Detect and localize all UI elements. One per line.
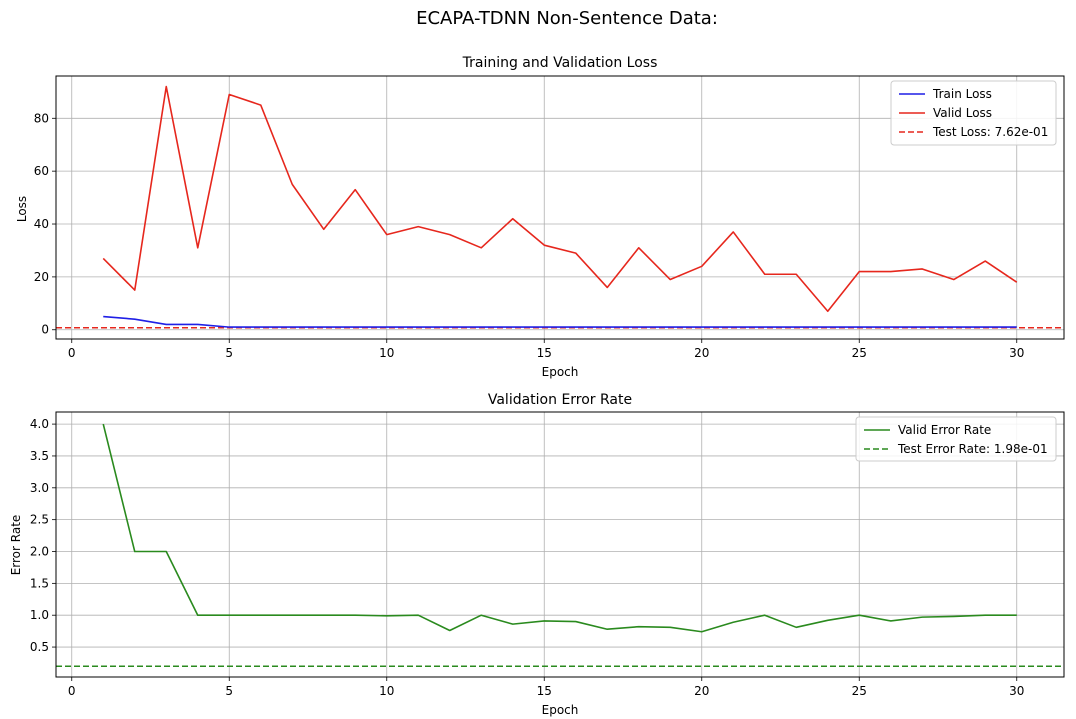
loss-chart-xlabel: Epoch (542, 365, 579, 379)
error-rate-ytick-label: 3.5 (30, 449, 49, 463)
error-rate-chart-ylabel: Error Rate (9, 515, 23, 576)
error-rate-xtick-label: 20 (694, 684, 709, 698)
error-rate-chart-title: Validation Error Rate (488, 392, 632, 408)
error-rate-legend-box (855, 416, 1057, 462)
error-rate-ytick-label: 1.0 (30, 608, 49, 622)
error-rate-ytick-label: 1.5 (30, 576, 49, 590)
loss-legend-label: Train Loss (932, 87, 992, 101)
loss-series-line (102, 85, 1018, 313)
loss-legend-label: Test Loss: 7.62e-01 (932, 125, 1048, 139)
loss-chart-ticks: 0 5 10 15 20 25 30 0 20 40 60 80 (34, 111, 1025, 360)
loss-ytick-label: 80 (34, 111, 49, 125)
error-rate-xtick-label: 15 (537, 684, 552, 698)
error-rate-ytick-label: 2.5 (30, 513, 49, 527)
loss-xtick-label: 15 (537, 346, 552, 360)
figure-suptitle: ECAPA-TDNN Non-Sentence Data: (416, 8, 718, 29)
loss-xtick-label: 0 (68, 346, 76, 360)
loss-chart-ylabel: Loss (15, 196, 29, 222)
loss-chart-plot-area (56, 85, 1064, 329)
error-rate-ytick-label: 2.0 (30, 545, 49, 559)
loss-legend-label: Valid Loss (933, 106, 992, 120)
loss-legend-box (890, 80, 1057, 146)
loss-series-line (103, 315, 1017, 328)
loss-xtick-label: 5 (225, 346, 233, 360)
error-rate-chart-legend: Valid Error Rate Test Error Rate: 1.98e-0… (855, 416, 1057, 462)
error-rate-xtick-label: 0 (68, 684, 76, 698)
error-rate-ytick-label: 3.0 (30, 481, 49, 495)
loss-xtick-label: 30 (1009, 346, 1024, 360)
error-rate-chart-ticks: 0 5 10 15 20 25 30 0.5 1.0 1.5 2.0 2.5 3.0 3.5 4.0 (30, 417, 1024, 698)
loss-ytick-label: 0 (41, 323, 49, 337)
error-rate-ytick-label: 4.0 (30, 417, 49, 431)
loss-ytick-label: 20 (34, 270, 49, 284)
loss-ytick-label: 60 (34, 164, 49, 178)
error-rate-xtick-label: 30 (1009, 684, 1024, 698)
error-rate-xtick-label: 25 (852, 684, 867, 698)
error-rate-chart-grid (56, 412, 1064, 677)
loss-chart: Training and Validation Loss Epoch Loss … (15, 55, 1065, 379)
error-rate-xtick-label: 5 (225, 684, 233, 698)
error-rate-xtick-label: 10 (379, 684, 394, 698)
loss-xtick-label: 20 (694, 346, 709, 360)
loss-xtick-label: 25 (852, 346, 867, 360)
loss-chart-legend: Train Loss Valid Loss Test Loss: 7.62e-01 (890, 80, 1057, 146)
error-rate-legend-label: Test Error Rate: 1.98e-01 (897, 442, 1048, 456)
error-rate-chart-plot-area (56, 423, 1064, 668)
error-rate-chart: Validation Error Rate Epoch Error Rate 0… (9, 392, 1065, 717)
error-rate-chart-frame (55, 411, 1065, 678)
loss-chart-title: Training and Validation Loss (462, 55, 658, 71)
error-rate-series-line (102, 423, 1017, 633)
loss-chart-frame (55, 75, 1065, 340)
error-rate-legend-label: Valid Error Rate (898, 423, 991, 437)
loss-xtick-label: 10 (379, 346, 394, 360)
loss-ytick-label: 40 (34, 217, 49, 231)
error-rate-ytick-label: 0.5 (30, 640, 49, 654)
error-rate-chart-xlabel: Epoch (542, 703, 579, 717)
